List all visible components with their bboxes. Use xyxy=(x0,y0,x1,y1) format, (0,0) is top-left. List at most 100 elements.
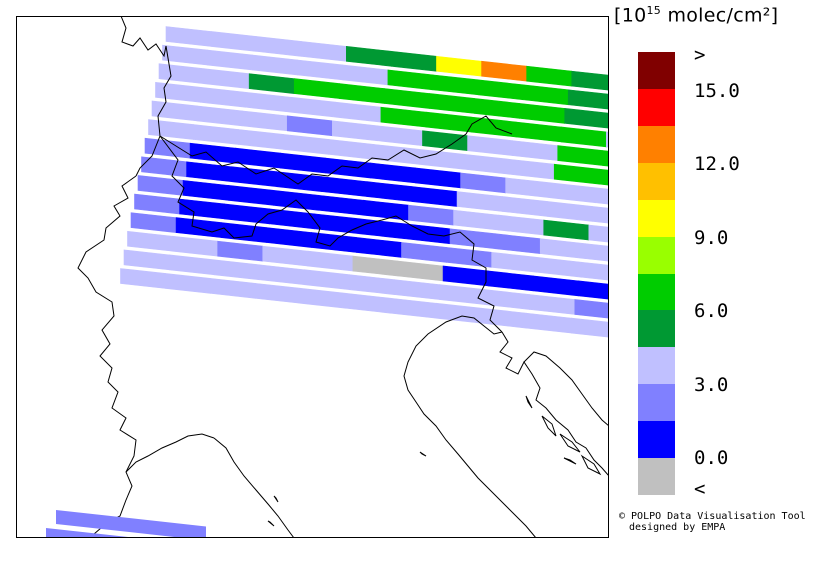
swath-pixel xyxy=(422,130,468,152)
coastline xyxy=(403,315,537,538)
swath-pixel xyxy=(522,84,569,106)
coastline xyxy=(499,331,609,477)
swath-pixel xyxy=(408,204,454,226)
swath-pixel xyxy=(557,145,604,166)
swath-pixel xyxy=(155,82,201,103)
island xyxy=(541,415,557,437)
swath-pixel xyxy=(377,125,423,147)
swath-pixel xyxy=(318,194,364,216)
swath-pixel xyxy=(148,119,194,140)
legend-swatch xyxy=(638,88,675,127)
swath-pixel xyxy=(384,88,430,109)
swath-pixel xyxy=(179,198,225,220)
swath-pixel xyxy=(605,131,609,148)
legend-swatch xyxy=(638,199,675,238)
unit-label: [1015 molec/cm²] xyxy=(614,4,810,44)
swath-pixel xyxy=(401,242,447,263)
swath-pixel xyxy=(283,134,330,155)
coastline xyxy=(213,437,295,538)
swath-pixel xyxy=(571,70,609,91)
swath-pixel xyxy=(380,106,427,128)
retrieval-swaths xyxy=(120,26,609,338)
swath-pixel xyxy=(491,251,538,273)
swath-pixel xyxy=(418,148,465,170)
swath-pixel xyxy=(203,68,250,89)
swath-pixel xyxy=(546,201,593,222)
swath-pixel xyxy=(397,260,444,282)
swath-pixel xyxy=(577,280,609,300)
swath-pixel xyxy=(567,89,609,110)
border-line xyxy=(159,115,513,185)
swath-pixel xyxy=(255,283,302,304)
swath-pixel xyxy=(168,254,215,276)
swath-pixel xyxy=(172,235,218,257)
swath-pixel xyxy=(321,176,368,197)
swath-pixel xyxy=(200,86,246,108)
swath-pixel xyxy=(591,206,609,224)
swath-pixel xyxy=(598,168,609,186)
island xyxy=(419,451,427,457)
credit-text: © POLPO Data Visualisation Tool designed… xyxy=(619,511,806,533)
swath-pixel xyxy=(304,269,350,291)
swath-pixel xyxy=(602,150,609,167)
island xyxy=(559,433,581,453)
legend-tick-label: < xyxy=(694,478,706,500)
swath-pixel xyxy=(439,284,485,305)
swath-pixel xyxy=(508,158,555,180)
swath-pixel xyxy=(56,510,206,538)
swath-pixel xyxy=(584,243,609,262)
swath-pixel xyxy=(363,199,409,221)
swath-pixel xyxy=(356,237,402,258)
swath-pixel xyxy=(529,294,576,315)
swath-pixel xyxy=(345,292,392,314)
swath-pixel xyxy=(46,528,137,538)
swath-pixel xyxy=(359,218,406,240)
swath-pixel xyxy=(429,93,475,114)
swath-pixel xyxy=(553,163,600,185)
swath-pixel xyxy=(564,108,609,129)
swath-pixel xyxy=(453,209,499,231)
swath-pixel xyxy=(390,297,437,319)
swath-pixel xyxy=(182,180,229,201)
swath-pixel xyxy=(134,193,180,215)
unit-base: 10 xyxy=(621,4,647,27)
swath-pixel xyxy=(262,245,309,267)
swath-pixel xyxy=(130,212,177,233)
swath-pixel xyxy=(460,172,506,194)
legend-swatch xyxy=(638,310,675,348)
legend-swatch xyxy=(638,421,675,459)
swath-pixel xyxy=(394,279,440,300)
island xyxy=(580,454,602,476)
swath-pixel xyxy=(498,214,545,236)
swath-pixel xyxy=(470,116,517,138)
legend-swatch xyxy=(638,125,675,164)
credit-line-1: © POLPO Data Visualisation Tool xyxy=(619,511,806,522)
legend-tick-label: 6.0 xyxy=(694,300,729,322)
swath-pixel xyxy=(297,59,344,81)
swath-pixel xyxy=(335,101,382,123)
credit-line-2: designed by EMPA xyxy=(629,522,726,533)
island xyxy=(267,520,275,527)
swath-pixel xyxy=(224,203,271,225)
retrieval-swaths-south xyxy=(46,510,206,538)
swath-pixel xyxy=(255,36,302,57)
swath-pixel xyxy=(415,167,461,189)
swath-pixel xyxy=(286,115,333,137)
swath-pixel xyxy=(252,54,299,76)
swath-pixel xyxy=(162,44,208,66)
swath-pixel xyxy=(300,287,347,309)
swath-pixel xyxy=(463,153,510,175)
legend-swatch xyxy=(638,52,675,90)
swath-pixel xyxy=(245,91,292,113)
swath-pixel xyxy=(158,63,205,85)
swath-pixel xyxy=(120,268,166,289)
swath-pixel xyxy=(391,50,437,72)
swath-pixel xyxy=(314,213,361,235)
swath-pixel xyxy=(487,270,534,292)
swath-pixel xyxy=(366,181,413,202)
unit-text: molec/cm² xyxy=(661,4,771,27)
swath-pixel xyxy=(352,255,399,277)
swath-pixel xyxy=(494,233,541,254)
island xyxy=(563,457,577,465)
swath-pixel xyxy=(196,105,243,127)
